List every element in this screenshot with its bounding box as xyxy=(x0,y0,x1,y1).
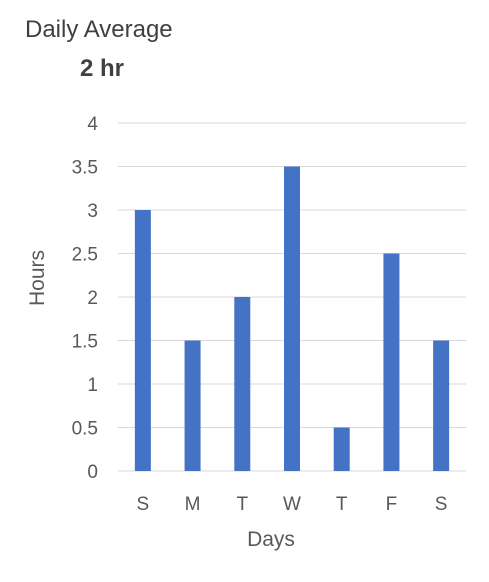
chart-title: Daily Average xyxy=(25,16,173,43)
bar xyxy=(284,166,300,471)
x-tick-label: M xyxy=(185,494,201,515)
y-tick-label: 2.5 xyxy=(72,245,98,266)
y-tick-label: 2 xyxy=(87,288,98,309)
bar xyxy=(234,297,251,471)
bar xyxy=(184,340,201,471)
y-tick-label: 3 xyxy=(87,201,98,222)
bar xyxy=(134,210,151,471)
daily-average-value: 2 hr xyxy=(80,55,125,82)
y-tick-label: 0 xyxy=(87,462,98,483)
x-tick-label: T xyxy=(336,494,348,515)
bar xyxy=(383,253,400,471)
y-tick-label: 4 xyxy=(87,114,98,135)
y-axis-title: Hours xyxy=(26,250,49,306)
x-tick-label: T xyxy=(236,494,248,515)
x-tick-label: W xyxy=(283,494,301,515)
x-tick-label: S xyxy=(137,494,150,515)
x-tick-label: S xyxy=(435,494,448,515)
bar xyxy=(433,340,450,471)
y-tick-label: 1.5 xyxy=(72,332,98,353)
y-tick-label: 0.5 xyxy=(72,419,98,440)
y-tick-label: 1 xyxy=(87,375,98,396)
bar xyxy=(333,427,350,471)
y-axis-ticks: 0 0.5 1 1.5 2 2.5 3 3.5 4 xyxy=(72,114,99,483)
x-tick-label: F xyxy=(386,494,398,515)
bars xyxy=(134,166,450,471)
x-axis-title: Days xyxy=(247,528,295,551)
y-tick-label: 3.5 xyxy=(72,158,98,179)
